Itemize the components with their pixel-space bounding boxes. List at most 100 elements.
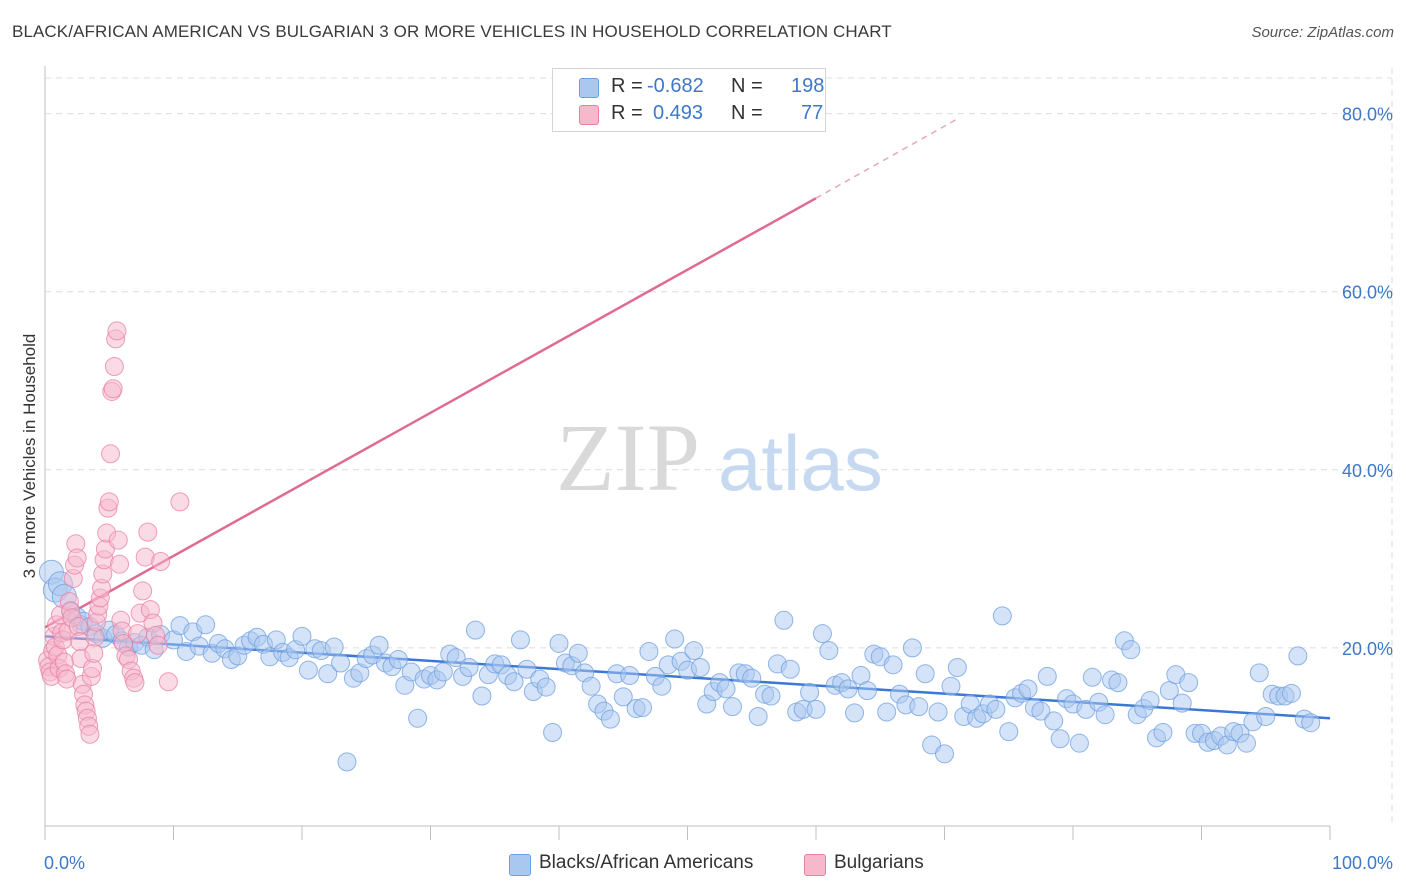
data-point [148,635,168,655]
data-point [1172,693,1192,713]
data-point [1249,663,1269,683]
data-point [1256,706,1276,726]
series-bulgarians [38,321,190,744]
data-point [684,641,704,661]
data-point [107,321,127,341]
data-point [170,492,190,512]
data-point [298,660,318,680]
data-point [716,679,736,699]
data-point [806,699,826,719]
data-point [845,703,865,723]
data-point [1179,673,1199,693]
data-point [133,581,153,601]
source-label: Source: ZipAtlas.com [1251,24,1394,41]
data-point [459,657,479,677]
data-point [125,673,145,693]
legend-label-bulgarians: Bulgarians [834,852,924,873]
series-legend: Blacks/African Americans Bulgarians [0,852,1406,878]
r-value: -0.682 [647,75,704,97]
stats-legend: R = -0.682 N = 198 R = 0.493 N = 77 [552,68,826,132]
data-point [761,686,781,706]
watermark-atlas: atlas [718,419,883,507]
data-point [722,697,742,717]
data-point [110,554,130,574]
data-point [331,653,351,673]
data-point [1018,679,1038,699]
data-point [104,357,124,377]
n-value: 198 [791,75,825,97]
data-point [915,664,935,684]
data-point [1159,681,1179,701]
data-point [665,629,685,649]
data-point [568,643,588,663]
data-point [620,666,640,686]
data-point [1095,705,1115,725]
data-point [80,724,100,744]
data-point [999,722,1019,742]
data-point [1281,683,1301,703]
data-point [158,672,178,692]
data-point [1031,701,1051,721]
trend-line-bulgarians [44,197,817,629]
data-point [1050,729,1070,749]
data-point [103,379,123,399]
data-point [639,641,659,661]
r-label: R = [611,102,643,124]
data-point [549,633,569,653]
data-point [986,699,1006,719]
data-point [504,672,524,692]
data-point [517,659,537,679]
data-point [138,522,158,542]
gridlines [45,68,1393,826]
data-point [883,655,903,675]
data-point [151,552,171,572]
data-point [774,610,794,630]
watermark-zip: ZIP [556,404,700,511]
data-point [433,662,453,682]
data-point [1301,713,1321,733]
data-point [819,641,839,661]
data-point [652,676,672,696]
data-point [1108,673,1128,693]
data-point [780,659,800,679]
data-point [1153,723,1173,742]
n-value: 77 [801,102,824,124]
data-point [748,706,768,726]
data-point [128,624,148,644]
data-point [909,697,929,717]
data-point [108,530,128,550]
data-point [101,444,121,464]
data-point [690,657,710,677]
data-point [446,648,466,668]
data-point [292,626,312,646]
axes [44,66,1331,840]
data-point [935,744,954,764]
watermark: ZIP atlas [556,404,883,511]
data-point [1288,646,1308,666]
data-point [337,752,357,772]
data-point [1236,733,1256,753]
data-point [1037,666,1057,686]
data-point [613,687,633,707]
legend-label-blacks: Blacks/African Americans [539,852,754,873]
n-label: N = [731,102,763,124]
x-tick-label: 100.0% [1332,853,1393,873]
y-tick-label: 20.0% [1342,639,1393,659]
data-point [742,668,762,688]
data-point [947,657,967,677]
data-point [1044,711,1064,731]
data-point [67,548,87,568]
data-point [99,492,119,512]
n-label: N = [731,75,763,97]
data-point [600,709,620,729]
data-point [928,702,948,722]
data-point [369,635,389,655]
x-tick-label: 0.0% [44,853,85,873]
blacks-swatch [579,78,599,98]
data-point [857,681,877,701]
data-point [543,723,563,742]
data-point [1140,690,1160,710]
data-point [536,677,556,697]
data-point [1121,640,1141,660]
